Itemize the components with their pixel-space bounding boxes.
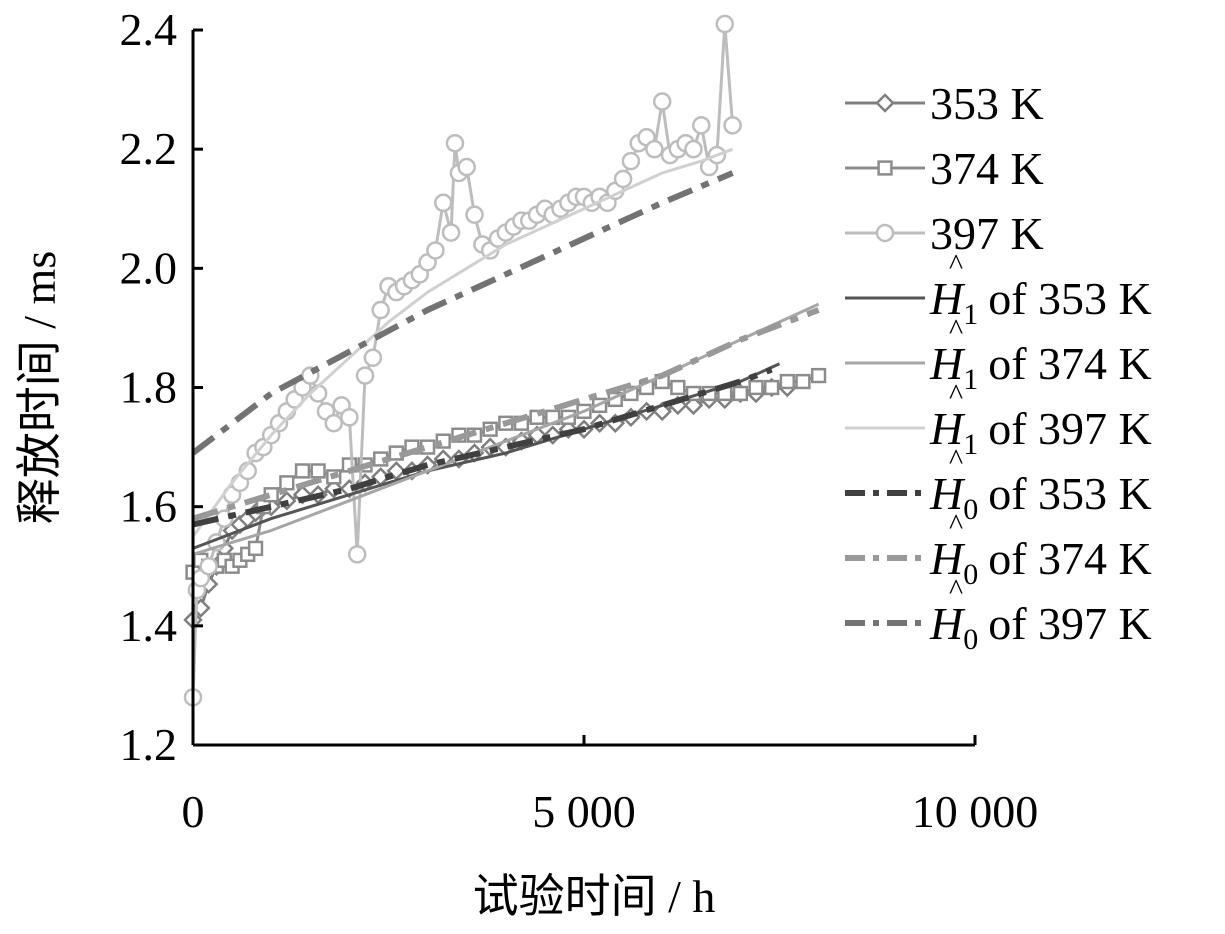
x-axis-title: 试验时间 / h [473,871,716,922]
series-line-h0-of-397-k [191,170,734,456]
y-tick-label: 1.2 [120,719,178,770]
x-tick-label: 10 000 [912,786,1039,837]
data-point-circle [371,300,390,320]
y-tick-label: 2.0 [120,242,178,293]
data-point-circle [645,139,664,159]
x-tick-label: 0 [182,786,205,837]
data-point-circle [875,223,895,243]
hat-accent: ^ [949,508,963,541]
series-line-h1-of-397-k [191,147,734,538]
y-tick-label: 1.4 [120,600,178,651]
data-point-square [670,379,686,396]
data-point-square [764,379,780,396]
data-point-circle [652,92,672,111]
data-point-square [877,160,893,176]
legend-label: H0 of 353 K [929,468,1152,526]
data-point-circle [324,414,344,433]
legend-label: 374 K [930,143,1044,194]
series-397-k [183,14,742,707]
data-point-circle [613,169,633,189]
hat-accent: ^ [949,248,963,281]
data-point-square [247,540,264,557]
ticks-layer: 1.2 1.4 1.6 1.8 2.0 2.2 2.4 0 5 000 10 000 [120,4,1039,837]
data-point-circle [723,116,742,135]
data-point-circle [347,545,367,564]
legend-item-h1-of-397-k: H1 of 397 K^ [845,378,1152,461]
data-point-square [732,385,749,402]
data-point-circle [363,348,383,367]
y-axis-title: 释放时间 / ms [14,251,65,524]
data-point-circle [445,133,465,153]
data-point-circle [199,557,218,576]
x-tick-label: 5 000 [532,786,636,837]
y-tick-label: 2.4 [120,4,178,55]
series-h1-of-397-k [191,147,734,538]
hat-accent: ^ [949,443,963,476]
legend-label: H1 of 397 K [929,403,1152,461]
data-point-diamond [683,395,704,416]
y-tick-label: 1.6 [120,481,178,532]
data-point-circle [433,193,453,213]
legend-label: H0 of 374 K [929,533,1152,591]
data-point-circle [621,151,641,171]
hat-accent: ^ [949,378,963,411]
data-point-diamond [875,93,895,113]
legend-item-h1-of-353-k: H1 of 353 K^ [845,248,1152,331]
y-tick-label: 1.8 [120,362,178,413]
data-point-circle [457,157,476,177]
data-point-square [795,373,811,390]
series-h0-of-397-k [191,170,734,456]
data-point-circle [715,14,735,34]
data-point-circle [441,223,461,242]
data-point-circle [340,408,359,427]
legend-label: H1 of 374 K [929,338,1152,396]
legend-label: H0 of 397 K [929,598,1152,656]
legend-item-353-k: 353 K [845,78,1044,129]
data-point-square [779,373,795,390]
legend-item-374-k: 374 K [845,143,1044,194]
legend-item-h1-of-374-k: H1 of 374 K^ [845,313,1152,396]
data-point-circle [355,366,375,385]
series-line-h0-of-374-k [192,307,820,522]
data-point-square [748,379,764,396]
legend-item-397-k: 397 K [845,208,1044,259]
hat-accent: ^ [949,313,963,346]
data-point-square [810,367,827,384]
legend-label: H1 of 353 K [929,273,1152,331]
y-tick-label: 2.2 [120,123,178,174]
data-point-circle [692,116,711,135]
series-374-k [185,367,827,580]
series-layer [183,14,827,707]
series-h0-of-374-k [192,307,820,522]
data-point-circle [684,139,703,159]
legend-item-h0-of-397-k: H0 of 397 K^ [845,573,1152,656]
series-line-397-k [191,23,735,698]
data-point-square [294,463,311,479]
hat-accent: ^ [949,573,963,606]
data-point-square [279,475,295,491]
legend-label: 353 K [930,78,1044,129]
data-point-circle [465,205,484,224]
data-point-square [310,463,326,479]
legend-item-h0-of-374-k: H0 of 374 K^ [845,508,1152,591]
legend-label: 397 K [930,208,1044,259]
series-line-h1-of-353-k [192,362,781,550]
series-h1-of-353-k [192,362,781,550]
data-point-circle [426,241,445,260]
legend-item-h0-of-353-k: H0 of 353 K^ [845,443,1152,526]
